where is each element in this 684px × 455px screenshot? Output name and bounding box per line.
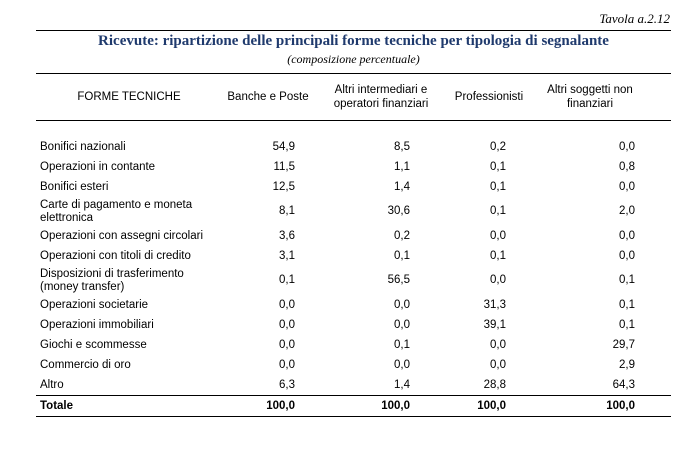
- table-row: Bonifici esteri 12,5 1,4 0,1 0,0: [36, 177, 671, 197]
- cell-altri-intermediari: 1,4: [394, 180, 410, 193]
- cell-professionisti: 0,1: [490, 249, 506, 262]
- cell-professionisti: 0,0: [490, 274, 506, 286]
- cell-banche-poste: 0,0: [279, 338, 295, 351]
- table-row: Disposizioni di trasferimento (money tra…: [36, 266, 671, 295]
- table-number: Tavola a.2.12: [599, 11, 670, 26]
- cell-altri-soggetti: 64,3: [612, 378, 635, 391]
- table-row: Carte di pagamento e moneta elettronica …: [36, 197, 671, 226]
- total-banche-poste: 100,0: [222, 395, 314, 417]
- table-row: Bonifici nazionali 54,9 8,5 0,2 0,0: [36, 137, 671, 157]
- row-label: Giochi e scommesse: [40, 338, 147, 351]
- cell-banche-poste: 0,0: [279, 358, 295, 371]
- total-professionisti: 100,0: [448, 395, 530, 417]
- row-label: Carte di pagamento e moneta elettronica: [40, 198, 193, 224]
- cell-altri-soggetti: 0,1: [619, 274, 635, 286]
- table-title: Ricevute: ripartizione delle principali …: [98, 33, 609, 49]
- cell-altri-soggetti: 0,1: [619, 298, 635, 311]
- cell-altri-intermediari: 1,4: [394, 378, 410, 391]
- cell-banche-poste: 0,0: [279, 318, 295, 331]
- cell-professionisti: 0,2: [490, 140, 506, 153]
- cell-banche-poste: 0,0: [279, 298, 295, 311]
- cell-altri-intermediari: 30,6: [387, 205, 410, 217]
- cell-altri-soggetti: 0,0: [619, 140, 635, 153]
- cell-altri-intermediari: 56,5: [387, 274, 410, 286]
- cell-altri-soggetti: 29,7: [612, 338, 635, 351]
- cell-altri-intermediari: 0,1: [394, 338, 410, 351]
- table-row: Altro 6,3 1,4 28,8 64,3: [36, 375, 671, 396]
- cell-altri-intermediari: 0,0: [394, 298, 410, 311]
- cell-altri-soggetti: 0,0: [619, 249, 635, 262]
- table-subtitle: (composizione percentuale): [287, 52, 420, 66]
- cell-banche-poste: 8,1: [279, 205, 295, 217]
- cell-altri-soggetti: 0,8: [619, 160, 635, 173]
- header-banche-poste: Banche e Poste: [227, 91, 309, 103]
- cell-altri-intermediari: 1,1: [394, 160, 410, 173]
- row-label: Operazioni immobiliari: [40, 318, 154, 331]
- table-row: Giochi e scommesse 0,0 0,1 0,0 29,7: [36, 335, 671, 355]
- row-label: Operazioni in contante: [40, 160, 156, 173]
- header-altri-intermediari: Altri intermediari e operatori finanziar…: [333, 84, 429, 110]
- table-row: Operazioni con assegni circolari 3,6 0,2…: [36, 226, 671, 246]
- row-label: Altro: [40, 378, 64, 391]
- cell-altri-intermediari: 0,2: [394, 229, 410, 242]
- header-forme-tecniche: FORME TECNICHE: [77, 91, 181, 103]
- cell-altri-soggetti: 0,0: [619, 180, 635, 193]
- row-label: Disposizioni di trasferimento (money tra…: [40, 267, 184, 293]
- cell-professionisti: 0,0: [490, 358, 506, 371]
- cell-banche-poste: 3,6: [279, 229, 295, 242]
- row-label: Operazioni societarie: [40, 298, 149, 311]
- cell-professionisti: 28,8: [483, 378, 506, 391]
- cell-banche-poste: 6,3: [279, 378, 295, 391]
- row-label: Operazioni con assegni circolari: [40, 229, 203, 242]
- row-label: Commercio di oro: [40, 358, 131, 371]
- cell-altri-soggetti: 0,1: [619, 318, 635, 331]
- cell-professionisti: 31,3: [483, 298, 506, 311]
- total-row: Totale 100,0 100,0 100,0 100,0: [36, 395, 671, 417]
- cell-professionisti: 39,1: [483, 318, 506, 331]
- cell-altri-intermediari: 0,0: [394, 318, 410, 331]
- cell-altri-intermediari: 8,5: [394, 140, 410, 153]
- row-label: Bonifici esteri: [40, 180, 109, 193]
- table-row: Commercio di oro 0,0 0,0 0,0 2,9: [36, 355, 671, 375]
- row-label: Bonifici nazionali: [40, 140, 126, 153]
- cell-banche-poste: 54,9: [272, 140, 295, 153]
- header-rule-top: [36, 73, 671, 74]
- data-table: Bonifici nazionali 54,9 8,5 0,2 0,0 Oper…: [36, 137, 671, 417]
- total-altri-soggetti: 100,0: [530, 395, 671, 417]
- cell-banche-poste: 11,5: [273, 160, 295, 173]
- cell-professionisti: 0,1: [490, 160, 506, 173]
- table-row: Operazioni societarie 0,0 0,0 31,3 0,1: [36, 295, 671, 315]
- cell-banche-poste: 12,5: [272, 180, 295, 193]
- table-row: Operazioni immobiliari 0,0 0,0 39,1 0,1: [36, 315, 671, 335]
- cell-professionisti: 0,0: [490, 229, 506, 242]
- top-rule: [36, 30, 671, 31]
- cell-altri-soggetti: 2,9: [619, 358, 635, 371]
- cell-banche-poste: 0,1: [279, 274, 295, 286]
- header-rule-bottom: [36, 120, 671, 121]
- header-professionisti: Professionisti: [454, 91, 524, 103]
- cell-altri-intermediari: 0,1: [394, 249, 410, 262]
- total-altri-intermediari: 100,0: [314, 395, 448, 417]
- table-row: Operazioni con titoli di credito 3,1 0,1…: [36, 246, 671, 266]
- cell-altri-intermediari: 0,0: [394, 358, 410, 371]
- cell-professionisti: 0,1: [490, 180, 506, 193]
- header-altri-soggetti: Altri soggetti non finanziari: [547, 84, 633, 110]
- table-row: Operazioni in contante 11,5 1,1 0,1 0,8: [36, 157, 671, 177]
- row-label: Operazioni con titoli di credito: [40, 249, 191, 262]
- cell-banche-poste: 3,1: [279, 249, 295, 262]
- cell-professionisti: 0,1: [490, 205, 506, 217]
- cell-professionisti: 0,0: [490, 338, 506, 351]
- total-label: Totale: [36, 395, 222, 417]
- cell-altri-soggetti: 2,0: [619, 205, 635, 217]
- cell-altri-soggetti: 0,0: [619, 229, 635, 242]
